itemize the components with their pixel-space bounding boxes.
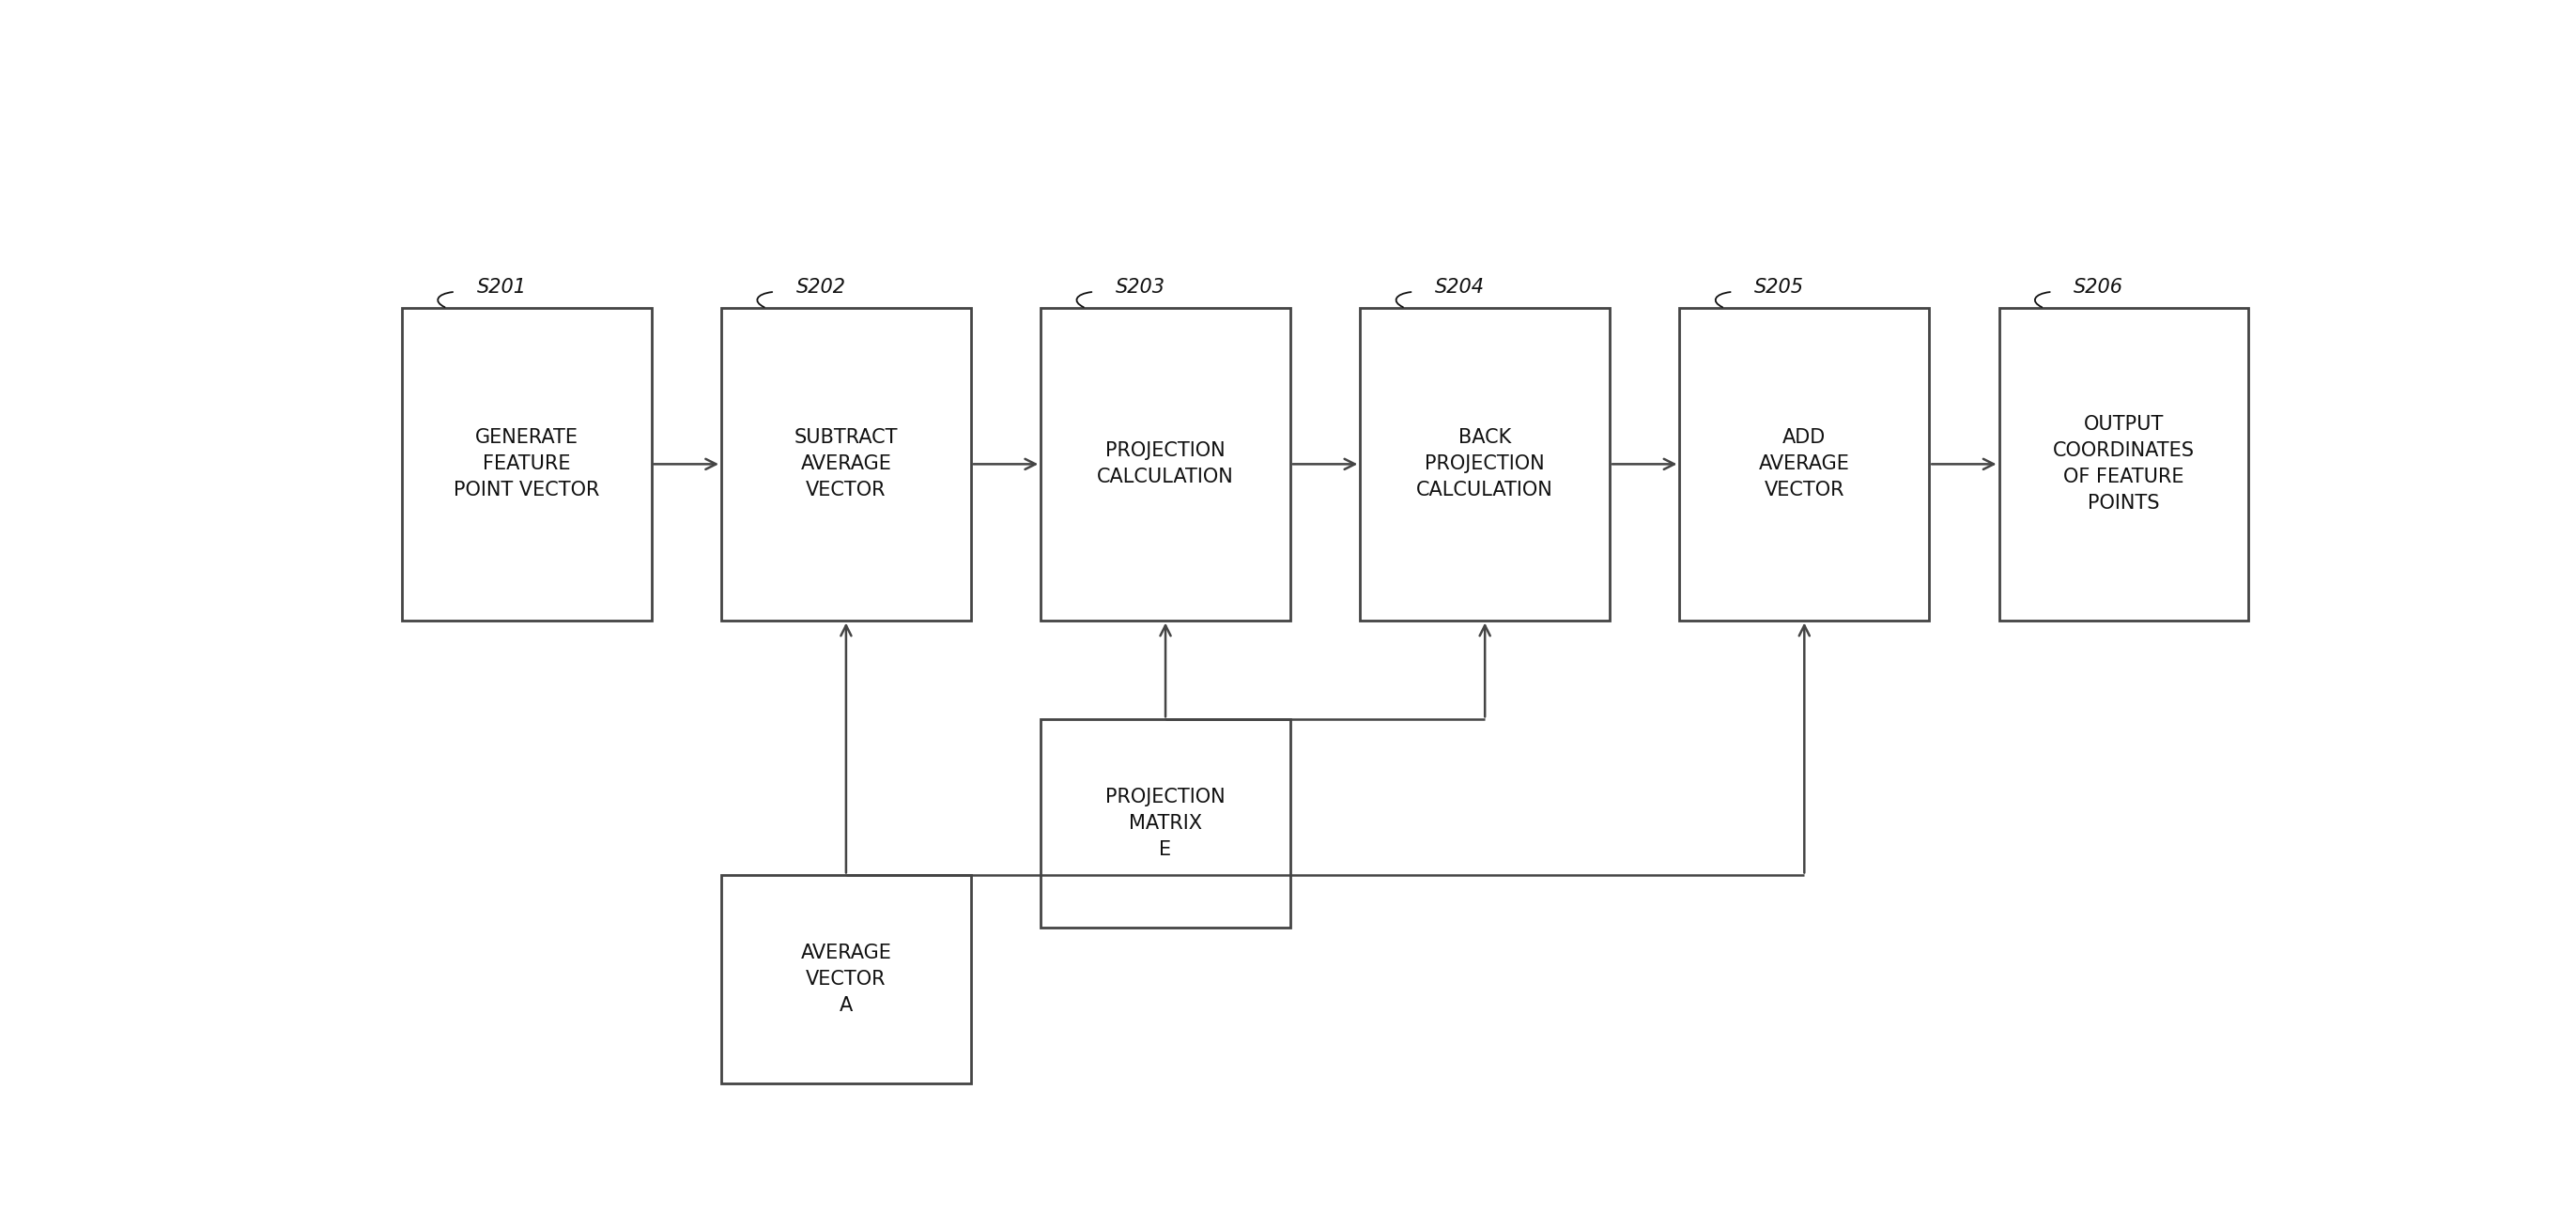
Text: S205: S205 xyxy=(1754,278,1803,297)
Text: S201: S201 xyxy=(477,278,526,297)
Text: PROJECTION
MATRIX
E: PROJECTION MATRIX E xyxy=(1105,787,1226,860)
Text: GENERATE
FEATURE
POINT VECTOR: GENERATE FEATURE POINT VECTOR xyxy=(453,429,600,500)
Text: SUBTRACT
AVERAGE
VECTOR: SUBTRACT AVERAGE VECTOR xyxy=(793,429,899,500)
FancyBboxPatch shape xyxy=(1999,308,2249,620)
Text: OUTPUT
COORDINATES
OF FEATURE
POINTS: OUTPUT COORDINATES OF FEATURE POINTS xyxy=(2053,415,2195,513)
Text: PROJECTION
CALCULATION: PROJECTION CALCULATION xyxy=(1097,442,1234,486)
Text: S204: S204 xyxy=(1435,278,1484,297)
FancyBboxPatch shape xyxy=(1680,308,1929,620)
Text: S206: S206 xyxy=(2074,278,2123,297)
Text: ADD
AVERAGE
VECTOR: ADD AVERAGE VECTOR xyxy=(1759,429,1850,500)
Text: BACK
PROJECTION
CALCULATION: BACK PROJECTION CALCULATION xyxy=(1417,429,1553,500)
Text: S202: S202 xyxy=(796,278,845,297)
FancyBboxPatch shape xyxy=(721,876,971,1083)
FancyBboxPatch shape xyxy=(1041,720,1291,927)
FancyBboxPatch shape xyxy=(1041,308,1291,620)
Text: S203: S203 xyxy=(1115,278,1164,297)
Text: AVERAGE
VECTOR
A: AVERAGE VECTOR A xyxy=(801,944,891,1016)
FancyBboxPatch shape xyxy=(402,308,652,620)
FancyBboxPatch shape xyxy=(1360,308,1610,620)
FancyBboxPatch shape xyxy=(721,308,971,620)
